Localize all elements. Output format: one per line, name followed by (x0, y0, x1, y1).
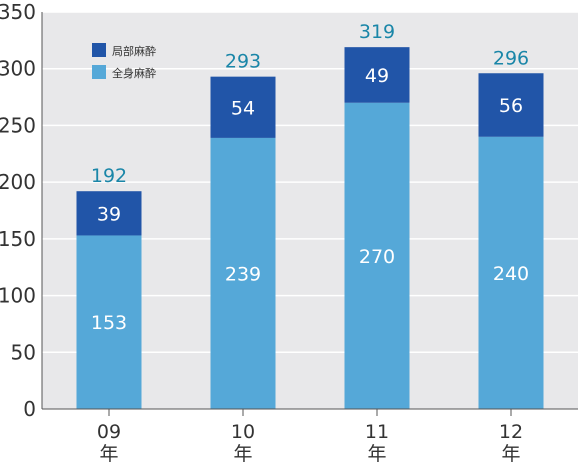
segment-label-general-anesthesia: 240 (493, 263, 529, 285)
x-tick-label: 12 (499, 421, 523, 443)
x-tick-label: 09 (97, 421, 121, 443)
y-tick-label: 0 (23, 397, 36, 421)
x-tick-label-suffix: 年 (367, 443, 386, 465)
bar-segment-general-anesthesia (76, 235, 142, 409)
legend-swatch-local-anesthesia (92, 43, 106, 57)
bars (76, 47, 544, 410)
total-label: 293 (225, 51, 261, 73)
bar-segment-local-anesthesia (210, 76, 276, 138)
segment-label-general-anesthesia: 239 (225, 263, 261, 285)
bar-segment-general-anesthesia (478, 136, 544, 409)
segment-label-general-anesthesia: 270 (359, 246, 395, 268)
segment-label-general-anesthesia: 153 (91, 312, 127, 334)
legend-swatch-general-anesthesia (92, 65, 106, 79)
data-labels: 153 39 192 239 54 293 270 49 319 240 56 296 (91, 21, 529, 334)
total-label: 319 (359, 21, 395, 43)
legend-label-local-anesthesia: 局部麻酔 (112, 44, 156, 58)
y-axis-ticks: 0 50 100 150 200 250 300 350 (0, 0, 36, 421)
bar-segment-general-anesthesia (344, 102, 410, 409)
y-tick-label: 300 (0, 57, 36, 81)
x-tick-label-suffix: 年 (501, 443, 520, 465)
y-tick-label: 100 (0, 284, 36, 308)
legend-label-general-anesthesia: 全身麻酔 (112, 66, 156, 80)
x-tick-label-suffix: 年 (233, 443, 252, 465)
total-label: 296 (493, 47, 529, 69)
x-tick-label: 10 (231, 421, 255, 443)
segment-label-local-anesthesia: 56 (499, 95, 523, 117)
x-tick-label: 11 (365, 421, 389, 443)
bar-segment-local-anesthesia (76, 191, 142, 236)
y-tick-label: 350 (0, 0, 36, 24)
y-tick-label: 250 (0, 113, 36, 137)
total-label: 192 (91, 165, 127, 187)
bar-segment-local-anesthesia (478, 73, 544, 137)
bar-segment-general-anesthesia (210, 137, 276, 410)
y-tick-label: 200 (0, 170, 36, 194)
legend: 局部麻酔 全身麻酔 (92, 43, 156, 80)
segment-label-local-anesthesia: 39 (97, 203, 121, 225)
segment-label-local-anesthesia: 54 (231, 97, 255, 119)
segment-label-local-anesthesia: 49 (365, 65, 389, 87)
x-tick-label-suffix: 年 (99, 443, 118, 465)
y-tick-label: 150 (0, 227, 36, 251)
y-tick-label: 50 (11, 340, 36, 364)
bar-segment-local-anesthesia (344, 47, 410, 103)
